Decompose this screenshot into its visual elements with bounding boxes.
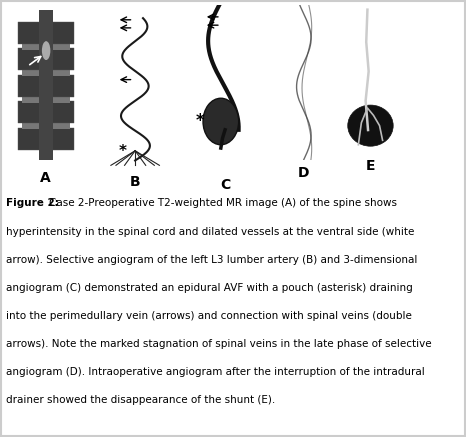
- Text: A: A: [40, 171, 51, 185]
- Ellipse shape: [203, 98, 239, 145]
- Text: drainer showed the disappearance of the shunt (E).: drainer showed the disappearance of the …: [6, 395, 275, 405]
- Text: arrows). Note the marked stagnation of spinal veins in the late phase of selecti: arrows). Note the marked stagnation of s…: [6, 339, 431, 349]
- Text: B: B: [130, 175, 140, 189]
- FancyBboxPatch shape: [22, 122, 70, 129]
- FancyBboxPatch shape: [22, 42, 70, 50]
- Text: E: E: [366, 159, 375, 173]
- Text: into the perimedullary vein (arrows) and connection with spinal veins (double: into the perimedullary vein (arrows) and…: [6, 311, 411, 321]
- FancyBboxPatch shape: [18, 101, 74, 123]
- FancyBboxPatch shape: [22, 95, 70, 103]
- Text: Figure 2:: Figure 2:: [6, 198, 62, 208]
- Text: *: *: [118, 144, 127, 159]
- FancyBboxPatch shape: [39, 10, 53, 160]
- FancyBboxPatch shape: [22, 69, 70, 76]
- Text: hyperintensity in the spinal cord and dilated vessels at the ventral side (white: hyperintensity in the spinal cord and di…: [6, 226, 414, 236]
- Ellipse shape: [348, 105, 393, 146]
- Text: *: *: [195, 112, 204, 131]
- Text: angiogram (C) demonstrated an epidural AVF with a pouch (asterisk) draining: angiogram (C) demonstrated an epidural A…: [6, 283, 412, 293]
- Ellipse shape: [42, 41, 50, 60]
- FancyBboxPatch shape: [18, 22, 74, 44]
- Text: C: C: [220, 178, 230, 192]
- FancyBboxPatch shape: [18, 128, 74, 150]
- FancyBboxPatch shape: [18, 75, 74, 97]
- FancyBboxPatch shape: [18, 49, 74, 70]
- Text: arrow). Selective angiogram of the left L3 lumber artery (B) and 3-dimensional: arrow). Selective angiogram of the left …: [6, 255, 417, 265]
- Text: angiogram (D). Intraoperative angiogram after the interruption of the intradural: angiogram (D). Intraoperative angiogram …: [6, 367, 425, 377]
- Text: Case 2-Preoperative T2-weighted MR image (A) of the spine shows: Case 2-Preoperative T2-weighted MR image…: [49, 198, 397, 208]
- Text: D: D: [298, 166, 309, 180]
